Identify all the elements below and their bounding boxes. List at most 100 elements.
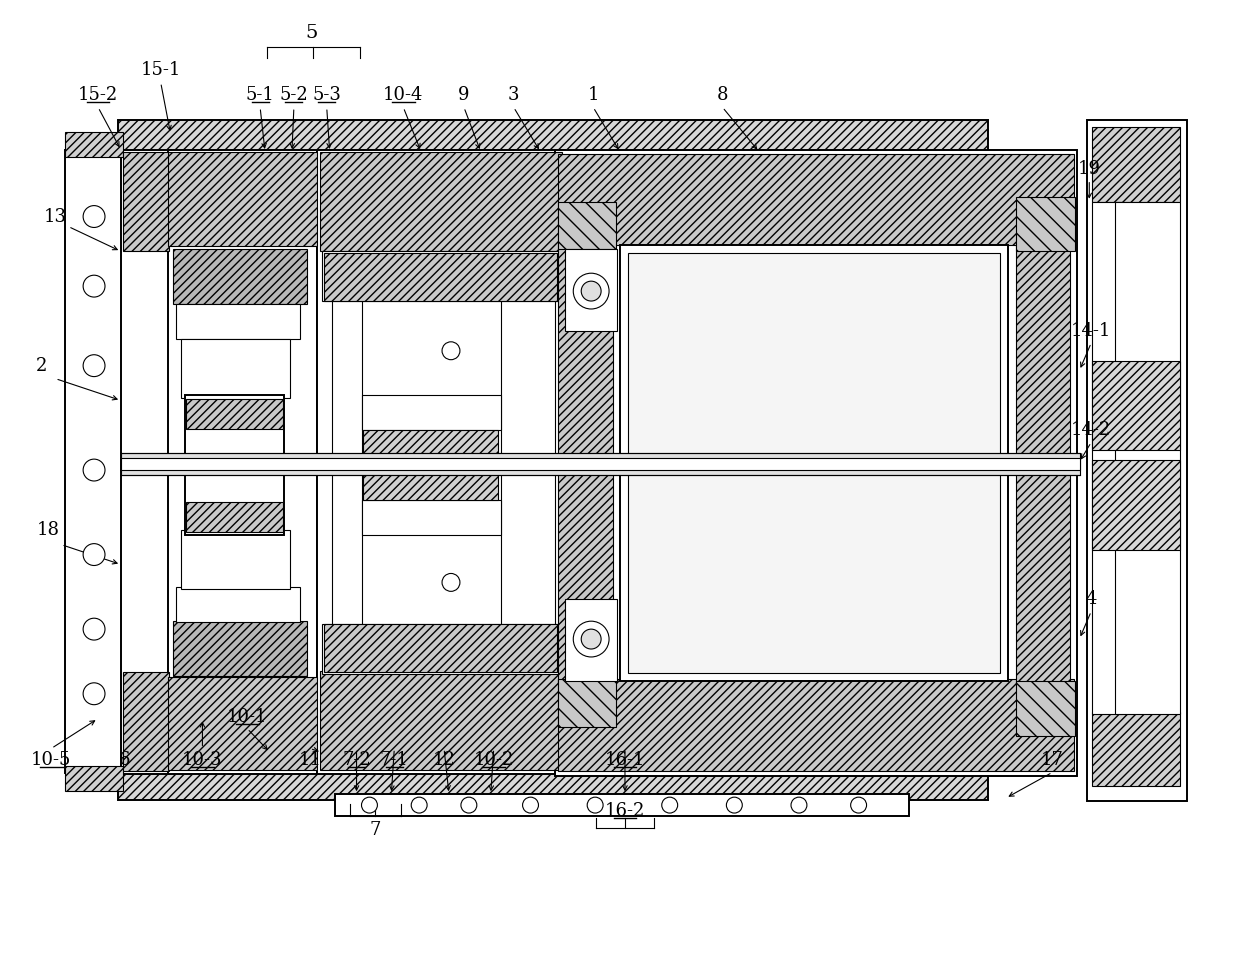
Bar <box>172 250 306 304</box>
Text: 10-5: 10-5 <box>31 752 72 769</box>
Text: 10-2: 10-2 <box>474 752 513 769</box>
Bar <box>181 339 290 398</box>
Text: 16-1: 16-1 <box>605 752 645 769</box>
Bar <box>186 502 283 532</box>
Bar <box>565 599 618 681</box>
Text: 18: 18 <box>37 520 60 539</box>
Bar <box>627 253 999 673</box>
Bar <box>501 301 556 624</box>
Text: 10-3: 10-3 <box>182 752 223 769</box>
Bar <box>123 152 169 252</box>
Circle shape <box>851 797 867 813</box>
Circle shape <box>83 276 105 297</box>
Bar <box>122 458 1080 470</box>
Circle shape <box>83 355 105 376</box>
Text: 15-2: 15-2 <box>78 86 118 105</box>
Bar <box>335 794 909 816</box>
Bar <box>1092 202 1122 713</box>
Text: 14-2: 14-2 <box>1071 421 1111 440</box>
Bar <box>176 588 300 622</box>
Circle shape <box>83 618 105 640</box>
Circle shape <box>441 342 460 360</box>
Text: 14-1: 14-1 <box>1071 322 1111 340</box>
Bar <box>1092 127 1179 202</box>
Text: 19: 19 <box>1078 159 1101 178</box>
Bar <box>122 453 1080 475</box>
Bar <box>320 152 562 252</box>
Bar <box>118 753 988 800</box>
Circle shape <box>573 621 609 657</box>
Bar <box>363 430 497 500</box>
Bar <box>1092 361 1179 450</box>
Text: 5: 5 <box>305 24 317 41</box>
Bar <box>1092 711 1179 786</box>
Text: 3: 3 <box>508 86 520 105</box>
Bar <box>176 304 300 339</box>
Bar <box>362 396 501 430</box>
Text: 8: 8 <box>717 86 728 105</box>
Text: 13: 13 <box>43 207 67 226</box>
Text: 6: 6 <box>119 752 130 769</box>
Circle shape <box>83 683 105 705</box>
Circle shape <box>662 797 678 813</box>
Circle shape <box>461 797 477 813</box>
Text: 7-2: 7-2 <box>342 752 371 769</box>
Text: 2: 2 <box>36 357 47 374</box>
Bar <box>118 120 988 168</box>
Circle shape <box>791 797 807 813</box>
Text: 17: 17 <box>1042 752 1064 769</box>
Bar <box>186 399 283 429</box>
Bar <box>1016 681 1075 735</box>
Bar <box>331 301 362 624</box>
Text: 15-1: 15-1 <box>140 61 181 80</box>
Circle shape <box>522 797 538 813</box>
Circle shape <box>727 797 743 813</box>
Text: 11: 11 <box>299 752 321 769</box>
Bar <box>167 150 316 775</box>
Circle shape <box>83 459 105 481</box>
Bar <box>1087 120 1187 802</box>
Text: 5-1: 5-1 <box>246 86 274 105</box>
Bar <box>167 677 316 770</box>
Text: 5-2: 5-2 <box>279 86 309 105</box>
Bar <box>66 766 123 791</box>
Bar <box>558 246 613 683</box>
Bar <box>316 150 565 775</box>
Bar <box>1016 246 1070 683</box>
Bar <box>1092 460 1179 549</box>
Circle shape <box>573 274 609 309</box>
Bar <box>185 396 284 535</box>
Bar <box>558 154 1074 246</box>
Bar <box>66 150 123 774</box>
Text: 12: 12 <box>433 752 455 769</box>
Text: 10-1: 10-1 <box>227 708 268 726</box>
Bar <box>122 150 171 775</box>
Circle shape <box>83 543 105 565</box>
Bar <box>1115 202 1179 713</box>
Bar <box>558 202 616 250</box>
Text: 10-4: 10-4 <box>383 86 423 105</box>
Text: 9: 9 <box>458 86 470 105</box>
Circle shape <box>412 797 427 813</box>
Bar <box>324 253 557 301</box>
Bar <box>321 252 560 301</box>
Bar <box>565 250 618 331</box>
Bar <box>172 621 306 676</box>
Circle shape <box>588 797 603 813</box>
Text: 1: 1 <box>588 86 599 105</box>
Bar <box>558 679 1074 771</box>
Text: 7-1: 7-1 <box>379 752 409 769</box>
Bar <box>556 150 1078 777</box>
Bar <box>558 679 616 727</box>
Bar <box>324 624 557 672</box>
Bar <box>1016 197 1075 252</box>
Circle shape <box>83 205 105 228</box>
Circle shape <box>362 797 377 813</box>
Bar <box>123 672 169 771</box>
Bar <box>167 152 316 247</box>
Text: 4: 4 <box>1085 590 1097 609</box>
Bar <box>66 132 123 156</box>
Text: 7: 7 <box>370 821 381 839</box>
Bar <box>362 500 501 535</box>
Bar <box>181 530 290 589</box>
